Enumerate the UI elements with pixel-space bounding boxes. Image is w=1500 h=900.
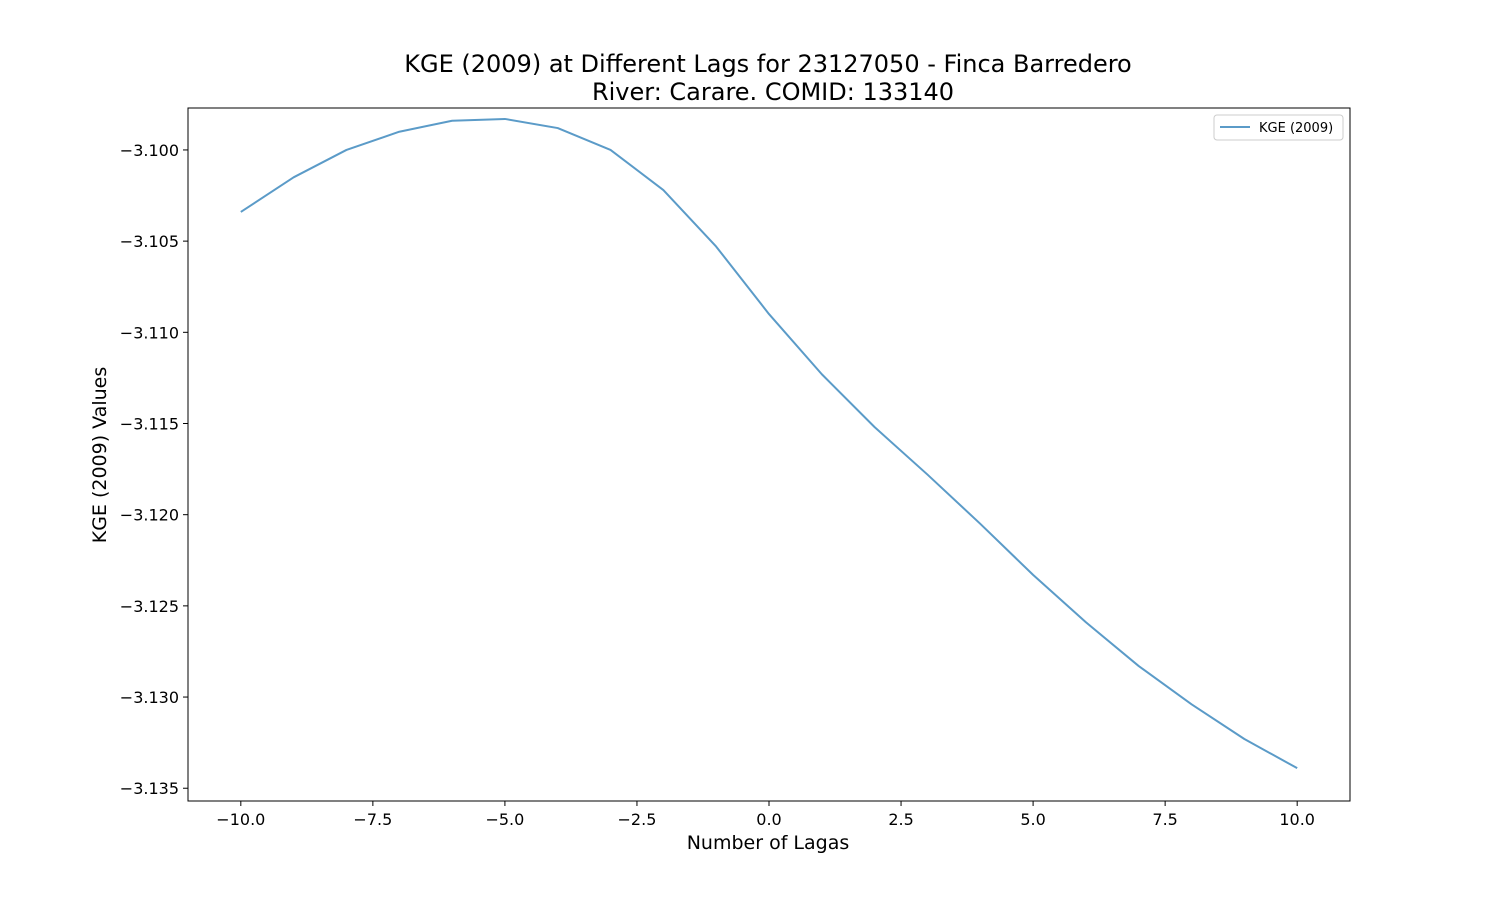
legend-label: KGE (2009) <box>1259 121 1333 136</box>
x-axis-label: Number of Lagas <box>687 832 850 854</box>
y-tick-label: −3.125 <box>120 597 179 616</box>
y-axis-label: KGE (2009) Values <box>89 367 111 544</box>
y-tick-label: −3.135 <box>120 779 179 798</box>
y-axis: −3.100 −3.105 −3.110 −3.115 −3.120 −3.125 −3.1… <box>120 141 188 798</box>
x-tick-label: 7.5 <box>1152 810 1177 829</box>
x-tick-label: 2.5 <box>888 810 913 829</box>
x-tick-label: 10.0 <box>1279 810 1315 829</box>
legend: KGE (2009) <box>1213 114 1344 141</box>
x-tick-label: 5.0 <box>1020 810 1045 829</box>
y-tick-label: −3.115 <box>120 414 179 433</box>
y-tick-label: −3.120 <box>120 506 179 525</box>
x-tick-label: −10.0 <box>216 810 265 829</box>
y-tick-label: −3.130 <box>120 688 179 707</box>
y-tick-label: −3.105 <box>120 232 179 251</box>
chart-subtitle: River: Carare. COMID: 133140 <box>592 78 954 106</box>
x-tick-label: 0.0 <box>756 810 781 829</box>
series-layer <box>240 117 1298 770</box>
chart-title: KGE (2009) at Different Lags for 2312705… <box>404 50 1131 78</box>
x-tick-label: −5.0 <box>485 810 524 829</box>
x-tick-label: −2.5 <box>618 810 657 829</box>
legend-box <box>1213 114 1344 141</box>
x-tick-label: −7.5 <box>353 810 392 829</box>
series-line-kge-2009 <box>240 117 1298 770</box>
y-tick-label: −3.110 <box>120 323 179 342</box>
plot-area <box>187 107 1351 802</box>
y-tick-label: −3.100 <box>120 141 179 160</box>
x-axis: −10.0 −7.5 −5.0 −2.5 0.0 2.5 5.0 7.5 10.0 <box>216 801 1315 829</box>
